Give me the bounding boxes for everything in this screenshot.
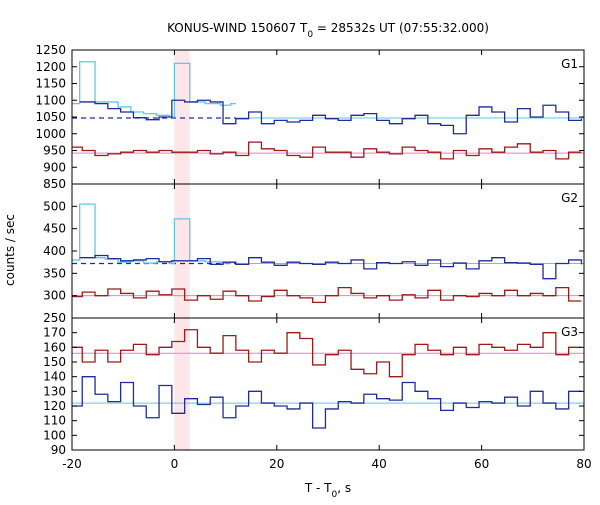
y-tick-label: 1050: [35, 110, 66, 124]
y-tick-label: 950: [43, 144, 66, 158]
chart-title-subscript: 0: [307, 30, 313, 40]
y-tick-label: 150: [43, 355, 66, 369]
highlight-interval: [174, 50, 190, 450]
panel-frame: [71, 183, 585, 319]
y-tick-label: 1150: [35, 77, 66, 91]
panel-label: G2: [561, 191, 578, 205]
x-axis-title-prefix: T - T: [304, 481, 332, 495]
series-line-g1-0: [72, 61, 236, 118]
series-line-g3-0: [72, 376, 582, 429]
panel-frame: [71, 317, 585, 451]
x-axis-title: T - T0, s: [304, 481, 351, 500]
series-line-g1-2: [72, 141, 582, 160]
y-tick-label: 1000: [35, 127, 66, 141]
y-tick-label: 100: [43, 428, 66, 442]
y-tick-label: 160: [43, 340, 66, 354]
y-axis-title: counts / sec: [3, 214, 17, 286]
panel-label: G3: [561, 325, 578, 339]
panel-label: G1: [561, 57, 578, 71]
y-tick-label: 1100: [35, 93, 66, 107]
highlight-layer: [174, 50, 190, 450]
x-tick-label: 20: [269, 457, 284, 471]
x-axis-title-subscript: 0: [332, 490, 338, 500]
panel-g1: 850 900 950 1000 1050 1100 1150 1200 1250 G1: [35, 43, 585, 191]
y-tick-label: 110: [43, 414, 66, 428]
series-line-g1-1: [79, 99, 583, 135]
y-tick-label: 170: [43, 326, 66, 340]
y-tick-label: 300: [43, 289, 66, 303]
x-axis-title-suffix: , s: [337, 481, 351, 495]
chart-title-prefix: KONUS-WIND 150607 T: [167, 21, 308, 35]
series-line-g2-0: [72, 203, 236, 265]
x-tick-label: -20: [62, 457, 82, 471]
x-tick-label: 0: [171, 457, 179, 471]
y-tick-label: 500: [43, 199, 66, 213]
y-tick-label: 400: [43, 244, 66, 258]
y-tick-label: 1250: [35, 43, 66, 57]
series-line-g2-2: [72, 286, 582, 304]
y-tick-label: 140: [43, 370, 66, 384]
y-tick-label: 850: [43, 177, 66, 191]
y-tick-label: 90: [51, 443, 66, 457]
x-tick-label: 80: [576, 457, 591, 471]
y-tick-label: 120: [43, 399, 66, 413]
panels-layer: 850900950100010501100115012001250G125030…: [35, 43, 591, 471]
y-tick-label: 250: [43, 311, 66, 325]
y-tick-label: 130: [43, 384, 66, 398]
panel-frame: [71, 49, 585, 185]
chart-title: KONUS-WIND 150607 T0 = 28532s UT (07:55:…: [167, 21, 489, 40]
y-tick-label: 450: [43, 222, 66, 236]
chart-title-suffix: = 28532s UT (07:55:32.000): [313, 21, 489, 35]
series-line-g2-1: [79, 254, 583, 280]
y-tick-label: 1200: [35, 60, 66, 74]
x-tick-label: 40: [372, 457, 387, 471]
y-tick-label: 350: [43, 266, 66, 280]
y-tick-label: 900: [43, 160, 66, 174]
panel-g2: 250 300 350 400 450 500 G2: [43, 183, 585, 325]
series-line-g3-1: [72, 329, 582, 378]
x-tick-label: 60: [474, 457, 489, 471]
